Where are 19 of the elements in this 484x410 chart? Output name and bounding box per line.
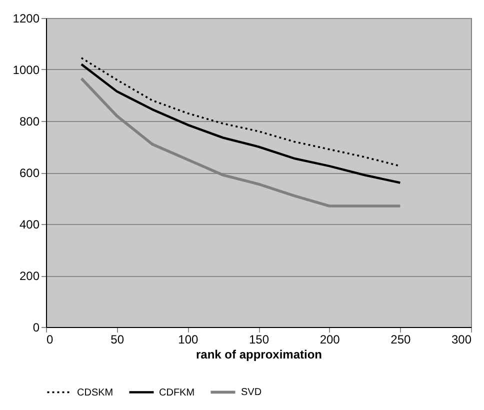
x-tick-label: 300 xyxy=(451,332,472,346)
x-axis-title: rank of approximation xyxy=(196,348,322,362)
legend-label: CDFKM xyxy=(159,387,195,398)
x-tick-label: 200 xyxy=(320,332,340,346)
x-tick-label: 150 xyxy=(248,332,270,346)
y-tick-label: 600 xyxy=(19,166,40,180)
x-tick-label: 250 xyxy=(390,332,411,346)
y-tick-label: 1200 xyxy=(12,12,40,26)
legend-label: CDSKM xyxy=(77,387,114,398)
x-tick-label: 0 xyxy=(46,332,54,346)
y-tick-label: 1000 xyxy=(12,63,40,77)
y-tick-label: 0 xyxy=(32,320,40,334)
y-tick-label: 200 xyxy=(19,269,40,283)
legend-label: SVD xyxy=(241,387,262,398)
y-tick-label: 800 xyxy=(19,114,40,128)
y-tick-label: 400 xyxy=(19,218,40,232)
x-tick-label: 50 xyxy=(110,332,124,346)
line-series xyxy=(80,63,402,184)
x-tick-label: 100 xyxy=(178,332,198,346)
